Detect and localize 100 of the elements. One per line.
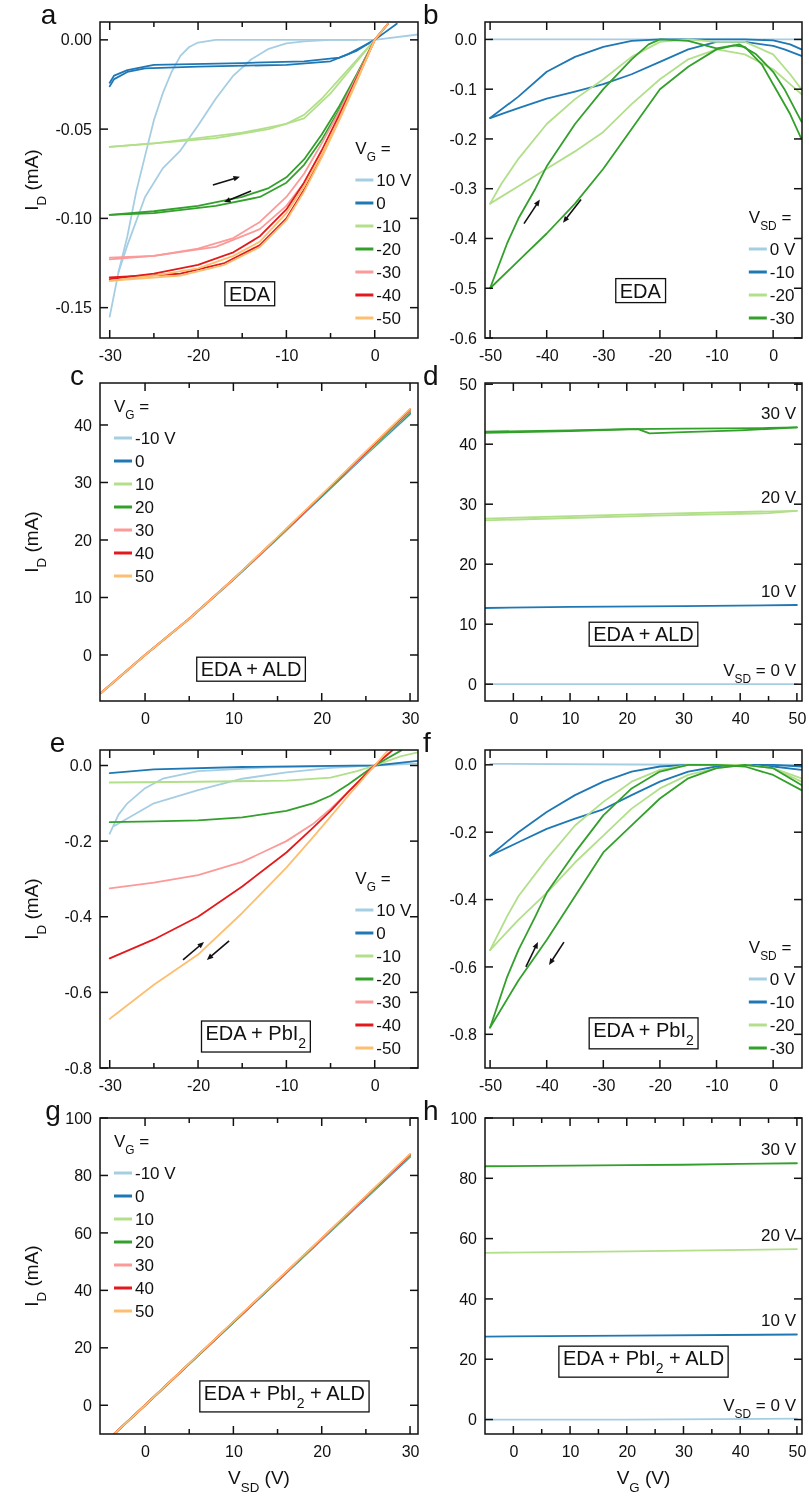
y-tick-label: -0.05 [55, 120, 93, 138]
x-tick-label: -40 [535, 1077, 559, 1095]
legend-label: 0 V [769, 240, 796, 259]
legend-label: -30 [376, 993, 401, 1012]
legend-label: 0 [376, 924, 386, 943]
x-tick-label: 50 [788, 1443, 807, 1461]
x-tick-label: 20 [313, 1443, 332, 1461]
y-tick-label: 0 [468, 675, 478, 693]
series-label: 30 V [761, 404, 797, 424]
series-label: 20 V [761, 1226, 797, 1246]
legend-title: V$_{G}$ = [355, 139, 391, 164]
legend-label: 40 [135, 1279, 154, 1298]
chart-title: b [423, 0, 439, 30]
y-tick-label: 100 [65, 1109, 93, 1127]
legend-label: -30 [376, 263, 401, 282]
y-tick-label: -0.8 [449, 1025, 478, 1043]
x-tick-label: -20 [648, 347, 673, 365]
annotation: EDA + PbI$_{2}$ + ALD [203, 1381, 366, 1411]
x-tick-label: 30 [401, 1443, 420, 1461]
y-tick-label: -0.10 [55, 210, 93, 227]
x-tick-label: -20 [648, 1077, 673, 1095]
x-tick-label: 0 [141, 1443, 151, 1461]
legend-title: V$_{G}$ = [114, 397, 150, 422]
x-tick-label: 40 [731, 1443, 750, 1461]
x-tick-label: -50 [479, 347, 503, 365]
legend-label: 40 [135, 544, 154, 563]
chart-title: a [40, 0, 57, 30]
x-tick-label: 10 [561, 1443, 580, 1461]
legend-label: -10 V [135, 429, 177, 448]
y-tick-label: -0.6 [449, 329, 478, 347]
x-tick-label: 0 [769, 347, 779, 365]
y-tick-label: 80 [459, 1169, 478, 1187]
y-tick-label: -0.8 [64, 1059, 93, 1077]
series-label: 20 V [761, 487, 797, 507]
y-tick-label: -0.6 [449, 958, 478, 976]
y-tick-label: -0.3 [449, 180, 478, 198]
x-tick-label: 0 [509, 1443, 519, 1461]
y-tick-label: 0.0 [69, 757, 93, 775]
x-tick-label: 0 [141, 710, 151, 728]
legend-label: -10 [376, 217, 401, 236]
legend-label: 50 [135, 567, 154, 586]
chart-title: g [45, 1095, 61, 1126]
legend-label: 0 [376, 194, 386, 213]
legend-label: -20 [376, 970, 401, 989]
x-axis-title: V$_{SD}$ (V) [228, 1467, 290, 1495]
annotation: EDA [619, 279, 662, 302]
y-tick-label: -0.1 [449, 80, 478, 98]
y-tick-label: 0 [83, 646, 93, 664]
legend-label: 30 [135, 521, 154, 540]
legend-label: -10 [769, 993, 795, 1012]
legend-label: 0 [135, 452, 145, 471]
x-tick-label: 50 [788, 710, 807, 728]
x-tick-label: -10 [275, 1077, 299, 1095]
y-tick-label: 20 [74, 531, 93, 549]
legend-title: V$_{SD}$ = [748, 938, 792, 963]
legend-label: -40 [376, 1016, 401, 1035]
legend-title: V$_{SD}$ = [748, 208, 792, 233]
x-tick-label: 0 [509, 710, 519, 728]
chart-title: c [70, 360, 84, 391]
y-tick-label: 20 [459, 555, 478, 573]
legend-label: 0 V [769, 970, 796, 989]
legend-label: -20 [376, 240, 401, 259]
y-tick-label: 40 [459, 435, 478, 453]
y-tick-label: 20 [459, 1350, 478, 1368]
y-tick-label: 0 [468, 1411, 478, 1429]
legend-title: V$_{G}$ = [355, 869, 391, 894]
chart-title: e [49, 727, 66, 758]
y-tick-label: -0.5 [449, 279, 478, 297]
series-label: 30 V [761, 1140, 797, 1160]
annotation: EDA + PbI$_{2}$ [205, 1022, 307, 1052]
y-tick-label: 80 [74, 1167, 93, 1185]
y-tick-label: 0.0 [454, 31, 478, 49]
y-tick-label: 60 [459, 1230, 478, 1248]
y-tick-label: 0.0 [454, 756, 478, 774]
annotation: EDA + PbI$_{2}$ + ALD [562, 1347, 725, 1377]
x-tick-label: -20 [186, 1077, 211, 1095]
y-tick-label: -0.4 [64, 908, 93, 926]
x-tick-label: 0 [769, 1077, 779, 1095]
x-tick-label: 10 [224, 710, 243, 728]
x-tick-label: -50 [479, 1077, 503, 1095]
x-tick-label: 20 [618, 710, 637, 728]
legend-label: -10 [376, 947, 401, 966]
legend-label: -40 [376, 286, 401, 305]
series-label: V$_{SD}$ = 0 V [723, 1395, 797, 1421]
x-tick-label: -30 [98, 1077, 122, 1095]
y-tick-label: 0.00 [60, 31, 93, 49]
annotation: EDA [228, 282, 271, 305]
y-tick-label: 100 [450, 1109, 478, 1127]
y-tick-label: 10 [74, 589, 93, 607]
y-tick-label: 40 [459, 1290, 478, 1308]
y-tick-label: 30 [74, 474, 93, 492]
y-tick-label: 40 [74, 1281, 93, 1299]
x-tick-label: -10 [705, 1077, 729, 1095]
legend-label: -10 [769, 263, 795, 282]
y-tick-label: 0 [83, 1396, 93, 1414]
legend-label: 0 [135, 1187, 145, 1206]
annotation: EDA + PbI$_{2}$ [593, 1018, 695, 1048]
y-tick-label: 50 [459, 375, 478, 393]
legend-label: -30 [769, 1039, 795, 1058]
legend-label: 10 V [376, 901, 412, 920]
